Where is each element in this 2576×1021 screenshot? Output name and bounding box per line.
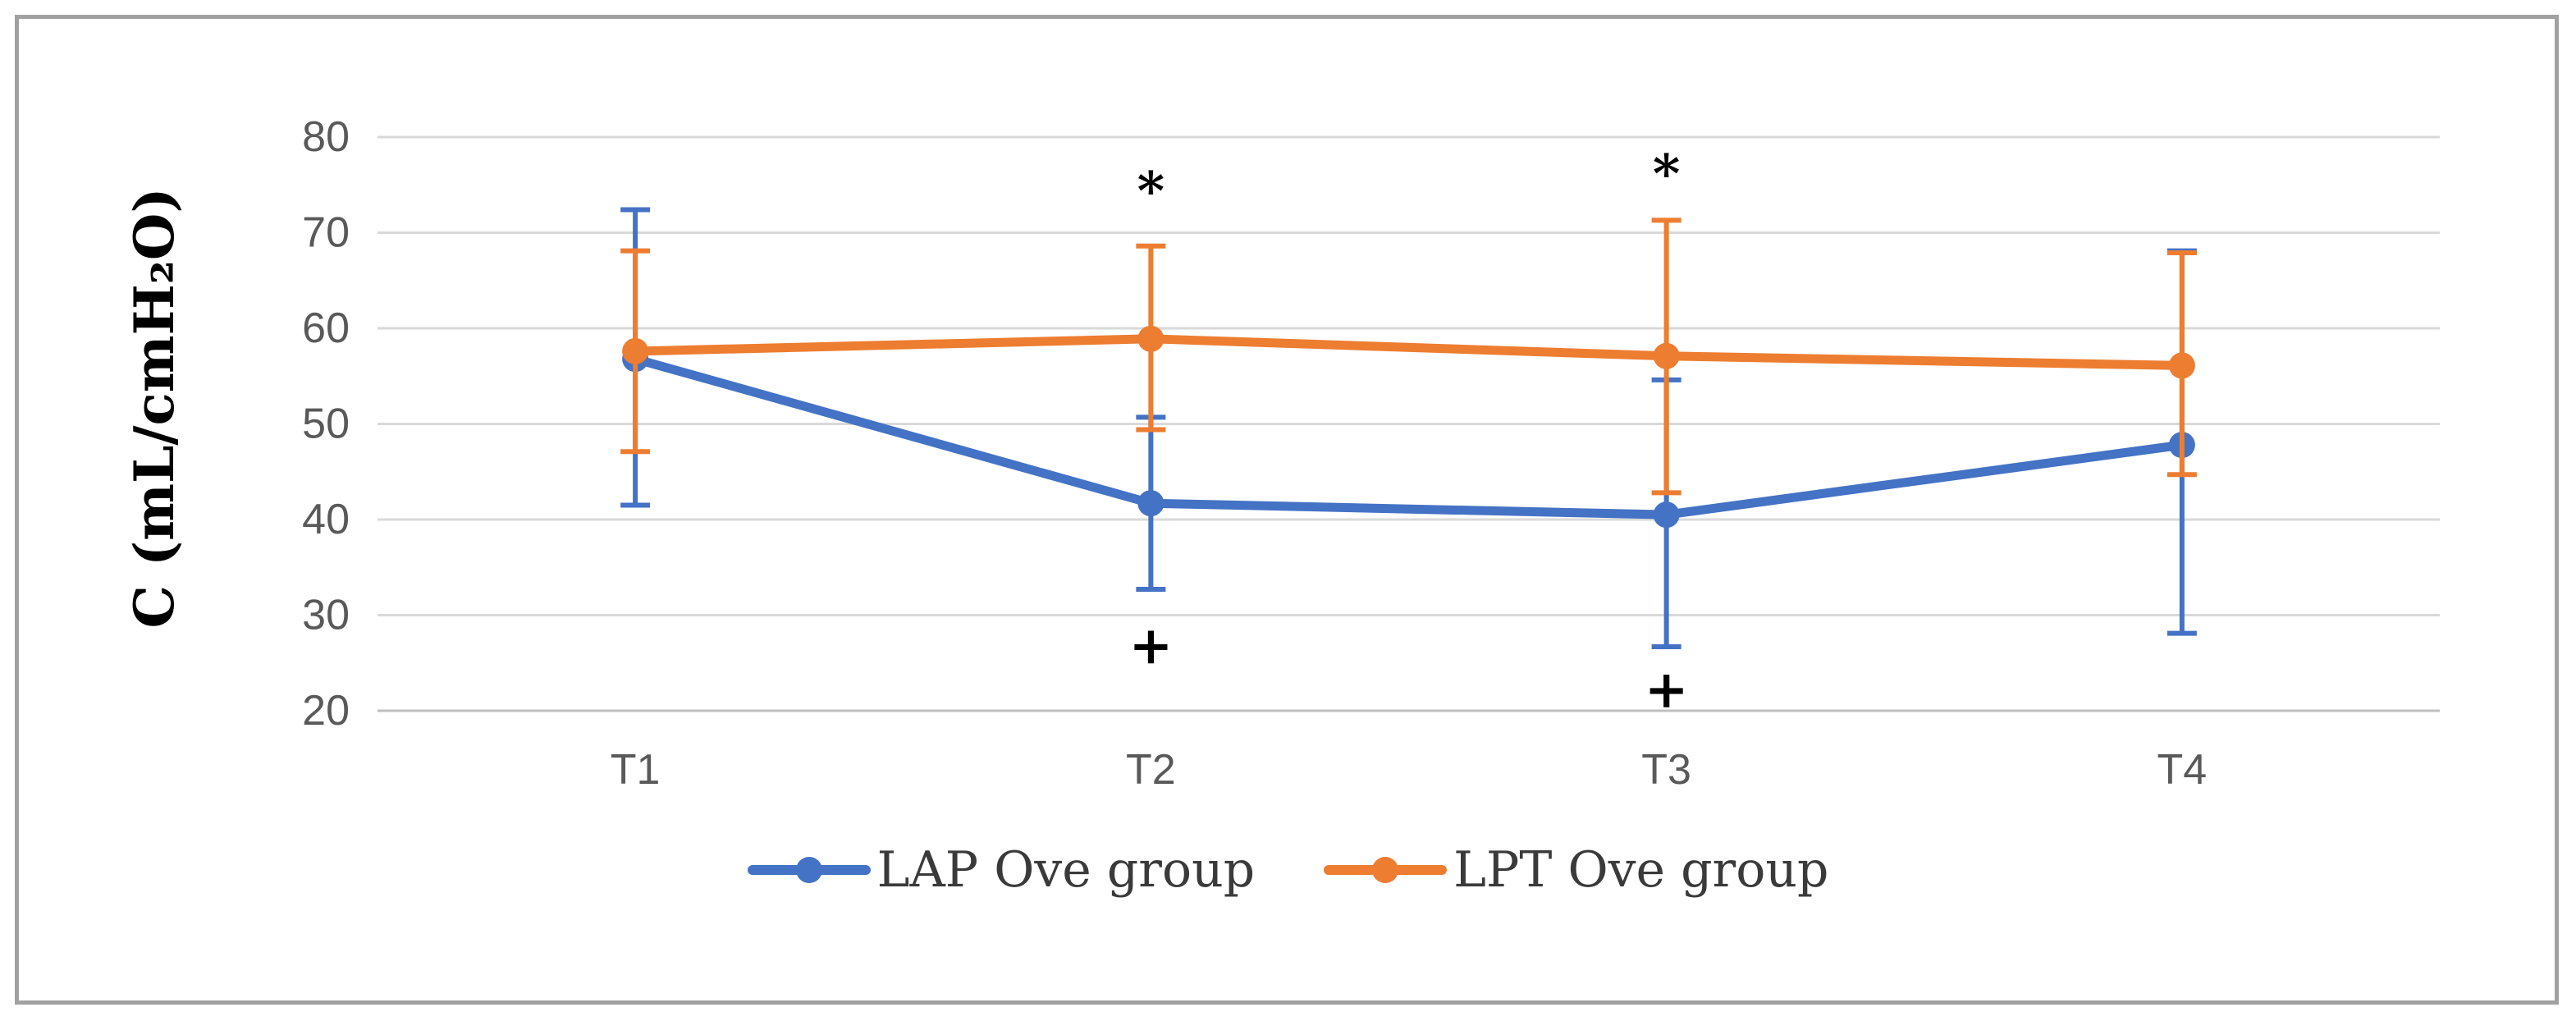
series-line	[630, 334, 2187, 370]
data-point-marker	[1653, 501, 1680, 529]
legend-marker-lap-icon	[747, 852, 871, 888]
legend-label-lpt: LPT Ove group	[1453, 841, 1829, 899]
asterisk-annotation: *	[1653, 143, 1680, 204]
x-tick-label: T4	[2157, 746, 2208, 794]
legend-label-lap: LAP Ove group	[876, 841, 1256, 899]
plus-annotation: +	[1129, 615, 1174, 676]
annotations-group: * * + +	[1129, 143, 1689, 721]
y-tick-label: 20	[302, 687, 350, 735]
legend-line-marker-icon	[1324, 857, 1448, 883]
x-tick-label: T3	[1641, 746, 1691, 794]
asterisk-annotation: *	[1137, 160, 1164, 222]
legend-marker-lpt-icon	[1324, 852, 1448, 888]
series-group	[620, 207, 2197, 649]
legend: LAP Ove group LPT Ove group	[0, 831, 2576, 909]
legend-item-lap-ove-group: LAP Ove group	[747, 841, 1256, 899]
x-tick-label: T1	[611, 746, 661, 794]
y-axis-title: C (mL/cmH₂O)	[122, 187, 186, 629]
data-point-marker	[622, 337, 649, 364]
data-point-marker	[2168, 352, 2195, 379]
axis-labels-group: 20 30 40 50 60 70 80 T1 T2 T3 T4	[302, 113, 2207, 794]
legend-item-lpt-ove-group: LPT Ove group	[1324, 841, 1828, 899]
y-tick-label: 80	[302, 113, 350, 161]
y-tick-label: 60	[302, 304, 350, 352]
y-tick-label: 30	[302, 592, 350, 639]
legend-line-marker-icon	[747, 857, 871, 883]
data-point-marker	[1137, 325, 1164, 352]
y-tick-label: 70	[302, 209, 350, 257]
x-tick-label: T2	[1126, 746, 1176, 794]
data-point-marker	[1653, 342, 1680, 369]
y-tick-label: 50	[302, 401, 350, 448]
data-point-marker	[1137, 490, 1164, 517]
series-lpt	[620, 217, 2197, 496]
figure-border	[15, 15, 2559, 1005]
series-lap	[620, 207, 2197, 649]
gridlines-group	[377, 135, 2440, 712]
plus-annotation: +	[1645, 659, 1689, 721]
y-tick-label: 40	[302, 496, 350, 543]
series-line	[630, 354, 2187, 520]
